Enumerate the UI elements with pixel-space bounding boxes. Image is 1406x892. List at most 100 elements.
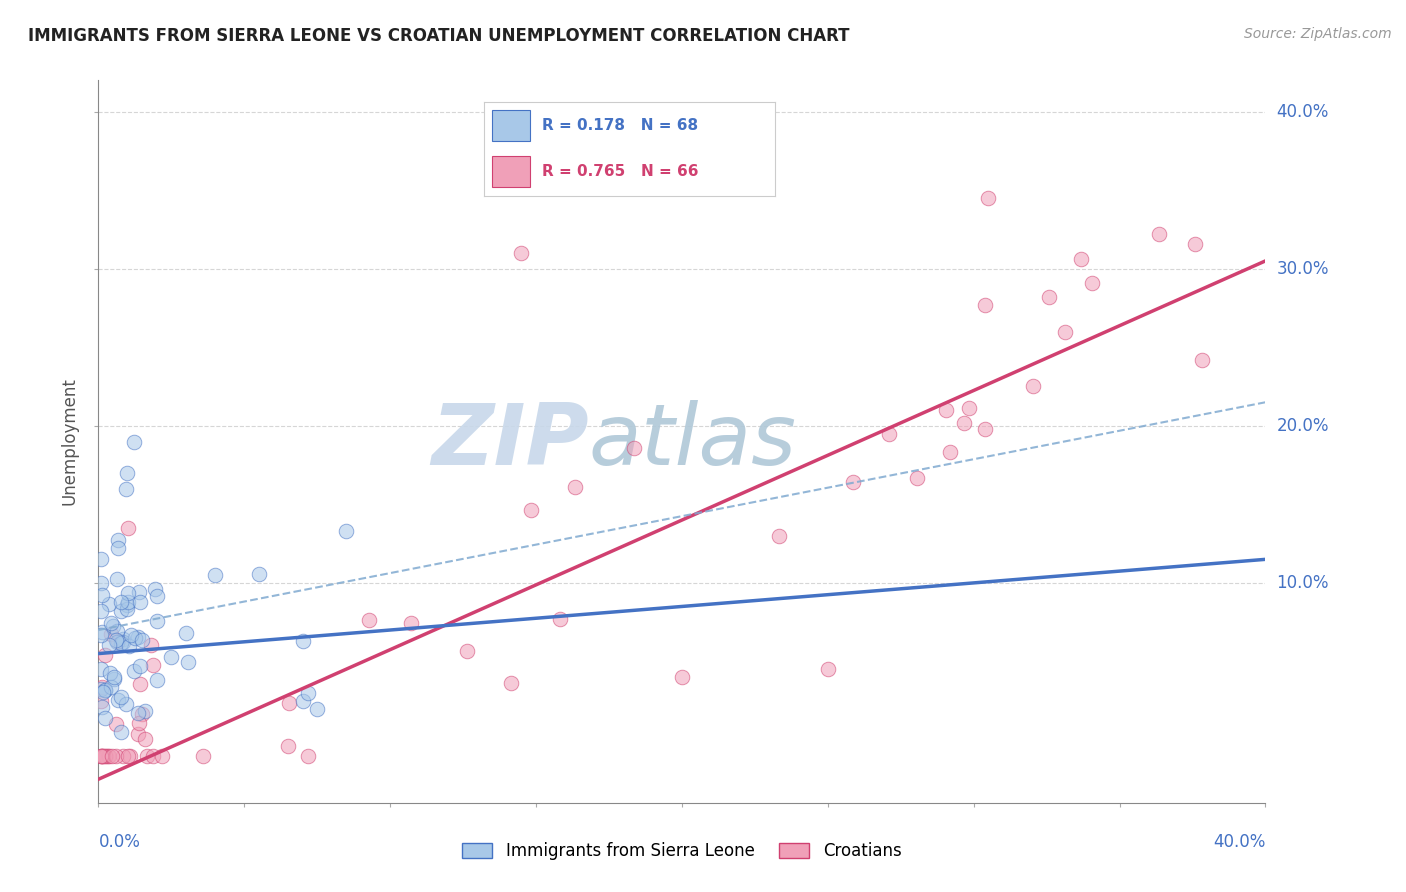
Point bbox=[204, 568, 226, 582]
Point bbox=[939, 445, 962, 459]
Point bbox=[1022, 379, 1045, 393]
Point bbox=[714, 168, 737, 182]
Point bbox=[277, 739, 299, 754]
Point bbox=[90, 681, 112, 696]
Point bbox=[120, 628, 142, 642]
Point bbox=[105, 572, 128, 586]
Text: atlas: atlas bbox=[589, 400, 797, 483]
Point bbox=[1070, 252, 1092, 266]
Point bbox=[146, 673, 169, 687]
Point bbox=[90, 662, 112, 676]
Point bbox=[124, 632, 146, 646]
Point bbox=[105, 634, 128, 648]
Point bbox=[91, 699, 114, 714]
Point bbox=[1191, 352, 1213, 367]
Point bbox=[110, 635, 132, 649]
Point bbox=[128, 676, 150, 690]
Point bbox=[91, 748, 114, 763]
Point bbox=[90, 748, 112, 763]
Point bbox=[107, 693, 129, 707]
Point bbox=[671, 670, 693, 684]
Point bbox=[953, 417, 976, 431]
Point bbox=[94, 648, 117, 663]
Point bbox=[90, 552, 112, 566]
Point bbox=[124, 664, 146, 678]
Text: ZIP: ZIP bbox=[430, 400, 589, 483]
Point bbox=[768, 529, 790, 543]
Point bbox=[107, 633, 129, 648]
Text: 30.0%: 30.0% bbox=[1277, 260, 1329, 277]
Point bbox=[307, 701, 329, 715]
Point bbox=[136, 748, 159, 763]
Point bbox=[117, 586, 139, 600]
Point bbox=[117, 748, 139, 763]
Point bbox=[877, 427, 900, 442]
Point bbox=[128, 585, 150, 599]
Point bbox=[129, 594, 152, 608]
Point bbox=[510, 246, 533, 260]
Point bbox=[117, 521, 139, 535]
Point bbox=[98, 748, 121, 763]
Point bbox=[107, 533, 129, 548]
Point bbox=[142, 748, 165, 763]
Point bbox=[623, 442, 645, 456]
Text: 40.0%: 40.0% bbox=[1213, 833, 1265, 851]
Text: 10.0%: 10.0% bbox=[1277, 574, 1329, 592]
Point bbox=[103, 672, 125, 686]
Point bbox=[101, 748, 124, 763]
Y-axis label: Unemployment: Unemployment bbox=[60, 377, 79, 506]
Point bbox=[817, 662, 839, 676]
Point bbox=[94, 682, 117, 697]
Point bbox=[90, 588, 112, 602]
Point bbox=[1038, 290, 1060, 304]
Point bbox=[177, 655, 200, 669]
Point bbox=[90, 575, 112, 590]
Point bbox=[501, 676, 523, 690]
Point bbox=[115, 482, 138, 496]
Point bbox=[150, 748, 173, 763]
Point bbox=[98, 666, 121, 681]
Point bbox=[117, 599, 139, 613]
Point bbox=[134, 704, 156, 718]
Text: IMMIGRANTS FROM SIERRA LEONE VS CROATIAN UNEMPLOYMENT CORRELATION CHART: IMMIGRANTS FROM SIERRA LEONE VS CROATIAN… bbox=[28, 27, 849, 45]
Point bbox=[297, 686, 319, 700]
Point bbox=[100, 627, 122, 641]
Point bbox=[110, 595, 132, 609]
Point bbox=[977, 191, 1000, 205]
Point bbox=[90, 628, 112, 642]
Text: Source: ZipAtlas.com: Source: ZipAtlas.com bbox=[1244, 27, 1392, 41]
Point bbox=[564, 480, 586, 494]
Point bbox=[139, 639, 162, 653]
Point bbox=[110, 725, 132, 739]
Point bbox=[548, 612, 571, 626]
Point bbox=[935, 403, 957, 417]
Point bbox=[115, 466, 138, 480]
Point bbox=[127, 630, 149, 644]
Point bbox=[90, 694, 112, 708]
Point bbox=[91, 685, 114, 699]
Point bbox=[110, 690, 132, 704]
Point bbox=[90, 680, 112, 694]
Point bbox=[91, 748, 114, 763]
Point bbox=[93, 711, 115, 725]
Point bbox=[94, 683, 117, 698]
Point bbox=[174, 626, 197, 640]
Point bbox=[456, 644, 478, 658]
Point bbox=[127, 727, 149, 741]
Point bbox=[115, 601, 138, 615]
Point bbox=[91, 624, 114, 639]
Point bbox=[399, 615, 422, 630]
Point bbox=[105, 624, 128, 639]
Point bbox=[91, 748, 114, 763]
Point bbox=[973, 298, 995, 312]
Point bbox=[117, 595, 139, 609]
Text: 40.0%: 40.0% bbox=[1277, 103, 1329, 120]
Point bbox=[291, 694, 314, 708]
Point bbox=[297, 748, 319, 763]
Point bbox=[98, 597, 121, 611]
Point bbox=[957, 401, 980, 416]
Point bbox=[142, 657, 165, 672]
Point bbox=[905, 470, 928, 484]
Point bbox=[94, 748, 117, 763]
Point bbox=[114, 697, 136, 711]
